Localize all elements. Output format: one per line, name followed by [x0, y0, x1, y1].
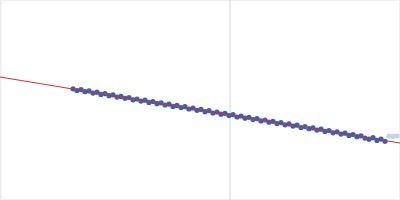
series-points: [386, 133, 399, 139]
plot-area: [0, 0, 400, 200]
chart: [0, 0, 400, 200]
point: [394, 133, 399, 138]
series-line: [0, 77, 400, 143]
plot-frame: [1, 1, 400, 200]
series-line: [230, 0, 231, 200]
